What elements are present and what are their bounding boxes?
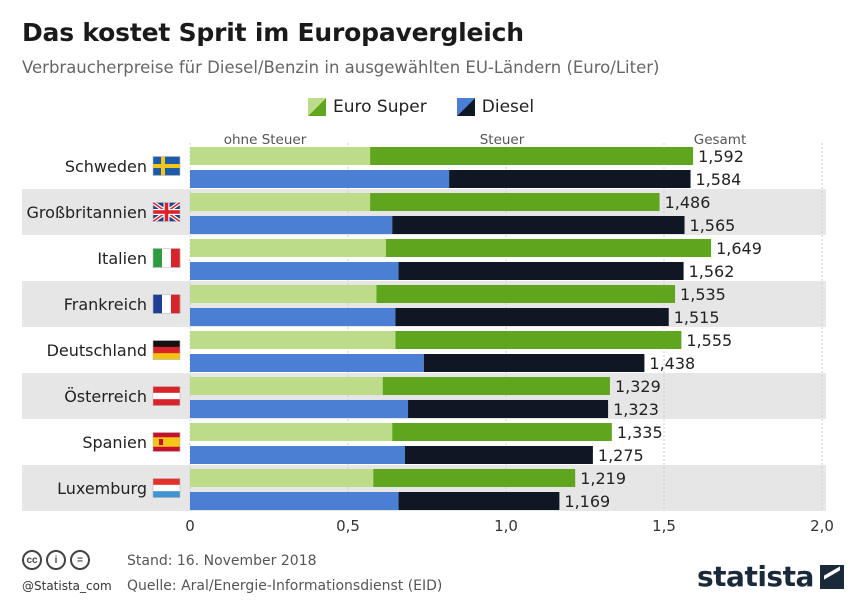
flag-icon-frankreich — [152, 294, 181, 314]
country-label: Großbritannien — [27, 203, 147, 222]
super-net-bar — [190, 331, 396, 349]
flag-icon-großbritannien — [151, 200, 182, 224]
super-tax-bar — [392, 423, 612, 441]
super-net-bar — [190, 239, 386, 257]
super-tax-bar — [370, 147, 694, 165]
cc-icon: cc — [22, 550, 42, 570]
diesel-value-label: 1,438 — [649, 354, 695, 373]
statista-logo[interactable]: statista — [697, 560, 844, 593]
diesel-net-bar — [190, 216, 393, 234]
super-tax-bar — [370, 193, 660, 211]
super-net-bar — [190, 377, 383, 395]
super-net-bar — [190, 193, 371, 211]
country-label: Frankreich — [64, 295, 147, 314]
diesel-net-bar — [190, 308, 396, 326]
diesel-net-bar — [190, 400, 409, 418]
super-value-label: 1,486 — [665, 193, 711, 212]
super-net-bar — [190, 147, 371, 165]
diesel-value-label: 1,515 — [674, 308, 720, 327]
statista-handle[interactable]: @Statista_com — [22, 579, 112, 593]
super-tax-bar — [385, 239, 712, 257]
super-tax-bar — [376, 285, 676, 303]
super-net-bar — [190, 469, 374, 487]
country-label: Spanien — [82, 433, 147, 452]
x-tick-label: 2,0 — [810, 517, 834, 535]
diesel-tax-bar — [398, 262, 684, 280]
super-value-label: 1,219 — [580, 469, 626, 488]
legend-item-super: Euro Super — [308, 97, 427, 117]
bar-chart: 1,592 1,584 Schweden 1,486 1,565 Großbritanni… — [22, 132, 834, 535]
x-tick-label: 1,5 — [652, 517, 676, 535]
super-value-label: 1,329 — [615, 377, 661, 396]
legend-item-diesel: Diesel — [456, 97, 535, 117]
x-tick-label: 0,5 — [336, 517, 360, 535]
diesel-tax-bar — [404, 446, 593, 464]
diesel-tax-bar — [449, 170, 691, 188]
diesel-net-bar — [190, 170, 450, 188]
diesel-tax-bar — [423, 354, 645, 372]
super-tax-bar — [373, 469, 576, 487]
flag-icon-österreich — [152, 386, 181, 406]
diesel-tax-bar — [398, 492, 560, 510]
chart-title: Das kostet Sprit im Europavergleich — [22, 18, 524, 47]
column-label-total: Gesamt — [694, 132, 747, 148]
diesel-value-label: 1,562 — [689, 262, 735, 281]
diesel-swatch-icon — [456, 98, 475, 116]
diesel-net-bar — [190, 492, 399, 510]
x-tick-label: 0 — [185, 517, 195, 535]
legend-label-diesel: Diesel — [481, 97, 535, 117]
stand-date: Stand: 16. November 2018 — [127, 553, 317, 569]
chart-subtitle: Verbraucherpreise für Diesel/Benzin in a… — [22, 58, 660, 77]
statista-logo-icon — [819, 564, 844, 589]
diesel-value-label: 1,584 — [696, 170, 742, 189]
super-swatch-icon — [308, 98, 326, 116]
diesel-tax-bar — [395, 308, 669, 326]
license-icons: cc i = — [22, 550, 94, 570]
column-label-net: ohne Steuer — [224, 132, 307, 148]
country-label: Österreich — [64, 387, 147, 406]
country-label: Italien — [97, 249, 147, 268]
legend-label-super: Euro Super — [333, 97, 427, 117]
flag-icon-schweden — [152, 156, 181, 176]
super-value-label: 1,592 — [698, 147, 744, 166]
super-net-bar — [190, 423, 393, 441]
super-value-label: 1,555 — [686, 331, 732, 350]
diesel-value-label: 1,275 — [598, 446, 644, 465]
no-derivatives-icon: = — [70, 550, 90, 570]
super-net-bar — [190, 285, 377, 303]
x-tick-label: 1,0 — [494, 517, 518, 535]
country-label: Deutschland — [47, 341, 147, 360]
diesel-net-bar — [190, 262, 399, 280]
super-value-label: 1,649 — [716, 239, 762, 258]
diesel-value-label: 1,565 — [690, 216, 736, 235]
super-tax-bar — [395, 331, 682, 349]
statista-logo-text: statista — [697, 560, 814, 593]
source-note: Quelle: Aral/Energie-Informationsdienst … — [127, 578, 443, 594]
flag-icon-luxemburg — [152, 478, 181, 498]
country-label: Schweden — [65, 157, 147, 176]
attribution-icon: i — [46, 550, 66, 570]
flag-icon-deutschland — [152, 340, 181, 360]
super-tax-bar — [382, 377, 610, 395]
diesel-value-label: 1,323 — [613, 400, 659, 419]
column-label-tax: Steuer — [480, 132, 525, 148]
super-value-label: 1,335 — [617, 423, 663, 442]
diesel-net-bar — [190, 446, 405, 464]
diesel-tax-bar — [408, 400, 609, 418]
flag-icon-spanien — [152, 432, 181, 452]
country-label: Luxemburg — [57, 479, 147, 498]
diesel-net-bar — [190, 354, 424, 372]
diesel-tax-bar — [392, 216, 685, 234]
super-value-label: 1,535 — [680, 285, 726, 304]
diesel-value-label: 1,169 — [564, 492, 610, 511]
flag-icon-italien — [152, 248, 181, 268]
legend: Euro Super Diesel — [308, 97, 564, 117]
